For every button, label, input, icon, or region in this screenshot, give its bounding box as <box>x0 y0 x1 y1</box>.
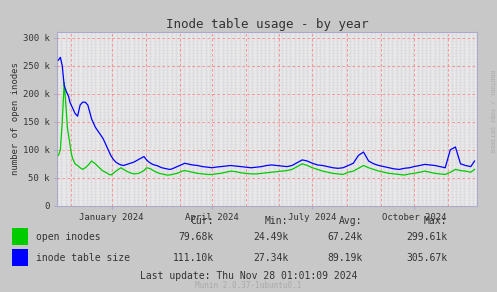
Text: 299.61k: 299.61k <box>406 232 447 242</box>
Bar <box>12 249 28 266</box>
Text: inode table size: inode table size <box>36 253 130 263</box>
Text: 79.68k: 79.68k <box>178 232 214 242</box>
Text: RRDTOOL / TOBI OETIKER: RRDTOOL / TOBI OETIKER <box>490 70 495 152</box>
Text: 67.24k: 67.24k <box>328 232 363 242</box>
Title: Inode table usage - by year: Inode table usage - by year <box>166 18 368 31</box>
Text: 27.34k: 27.34k <box>253 253 288 263</box>
Text: Avg:: Avg: <box>339 216 363 226</box>
Text: 24.49k: 24.49k <box>253 232 288 242</box>
Text: 111.10k: 111.10k <box>172 253 214 263</box>
Text: Min:: Min: <box>265 216 288 226</box>
Text: Munin 2.0.37-1ubuntu0.1: Munin 2.0.37-1ubuntu0.1 <box>195 281 302 290</box>
Text: 89.19k: 89.19k <box>328 253 363 263</box>
Text: 305.67k: 305.67k <box>406 253 447 263</box>
Bar <box>12 228 28 246</box>
Text: Last update: Thu Nov 28 01:01:09 2024: Last update: Thu Nov 28 01:01:09 2024 <box>140 272 357 281</box>
Y-axis label: number of open inodes: number of open inodes <box>11 62 20 175</box>
Text: Cur:: Cur: <box>190 216 214 226</box>
Text: Max:: Max: <box>424 216 447 226</box>
Text: open inodes: open inodes <box>36 232 100 242</box>
